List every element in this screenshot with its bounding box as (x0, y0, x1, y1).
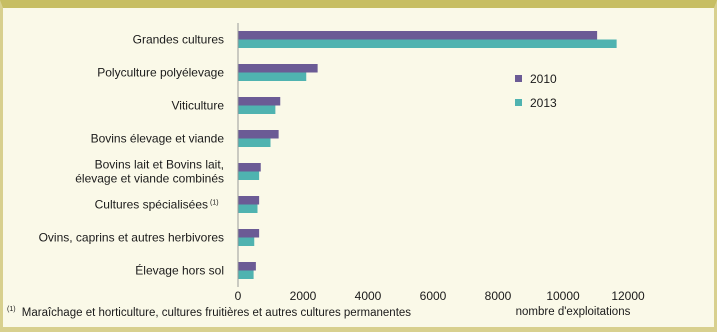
x-axis-title: nombre d'exploitations (516, 306, 631, 318)
bar-2010-0 (238, 31, 598, 40)
bar-2013-1 (238, 72, 307, 81)
bar-2013-4 (238, 171, 260, 180)
legend-label-2013: 2013 (530, 96, 557, 110)
legend-swatch-2013 (515, 99, 522, 106)
x-tick-label-4: 8000 (485, 289, 512, 303)
x-tick-label-6: 12000 (611, 289, 645, 303)
bar-2013-3 (238, 138, 271, 147)
bar-2010-1 (238, 64, 318, 73)
footnote: (1) Maraîchage et horticulture, cultures… (7, 302, 411, 319)
bar-2010-3 (238, 130, 279, 139)
category-label-1: Polyculture polyélevage (97, 66, 224, 80)
bar-2010-6 (238, 229, 260, 238)
bar-2010-4 (238, 163, 261, 172)
footnote-text: Maraîchage et horticulture, cultures fru… (22, 307, 412, 319)
bar-2013-7 (238, 270, 254, 279)
bar-2010-2 (238, 97, 281, 106)
legend-label-2010: 2010 (530, 72, 557, 86)
bar-chart: Grandes cultures Polyculture polyélevage V… (7, 23, 645, 319)
category-label-2: Viticulture (172, 99, 225, 113)
footnote-marker: (1) (7, 306, 16, 313)
bar-2013-2 (238, 105, 276, 114)
legend-swatch-2010 (515, 75, 522, 82)
x-tick-label-1: 2000 (290, 289, 317, 303)
bar-2010-7 (238, 262, 256, 271)
category-label-5: Cultures spécialisées (95, 198, 208, 212)
category-label-4-0: Bovins lait et Bovins lait, (95, 158, 224, 172)
category-label-6: Ovins, caprins et autres herbivores (39, 231, 224, 245)
x-tick-label-2: 4000 (355, 289, 382, 303)
bar-2013-0 (238, 39, 617, 48)
x-tick-label-0: 0 (235, 289, 242, 303)
bar-2010-5 (238, 196, 260, 205)
x-tick-label-3: 6000 (420, 289, 447, 303)
category-label-3: Bovins élevage et viande (91, 132, 225, 146)
bar-2013-6 (238, 237, 255, 246)
category-label-7: Élevage hors sol (135, 263, 224, 278)
category-label-0: Grandes cultures (133, 33, 224, 47)
bar-2013-5 (238, 204, 258, 213)
category-note-5: (1) (210, 200, 219, 207)
category-label-4-1: élevage et viande combinés (75, 172, 224, 186)
x-tick-label-5: 10000 (546, 289, 580, 303)
